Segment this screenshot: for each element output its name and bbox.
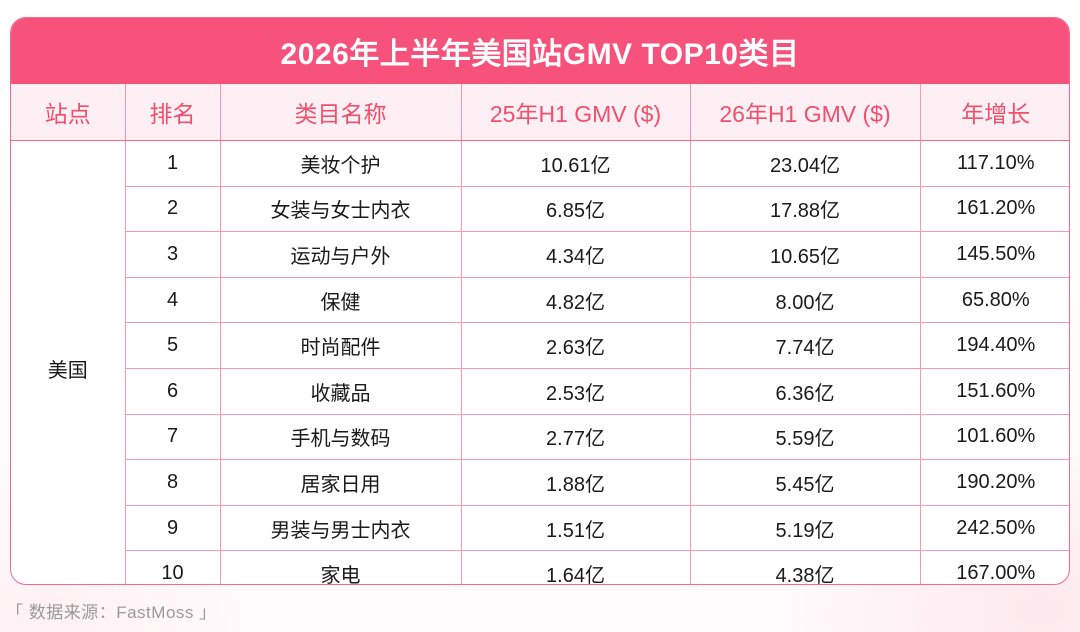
growth-cell: 145.50% <box>920 231 1069 278</box>
gmv-26h1-cell: 7.74亿 <box>690 322 921 369</box>
category-cell: 收藏品 <box>220 368 462 415</box>
table-body: 美国 1 美妆个护 10.61亿 23.04亿 117.10% 2 女装与女士内衣 6.85亿 1… <box>11 140 1069 585</box>
growth-cell: 194.40% <box>920 322 1069 369</box>
category-cell: 保健 <box>220 277 462 324</box>
rank-cell: 7 <box>125 414 221 461</box>
column-header-growth: 年增长 <box>920 84 1069 141</box>
table-row: 9 男装与男士内衣 1.51亿 5.19亿 242.50% <box>11 505 1069 552</box>
table-card: 2026年上半年美国站GMV TOP10类目 站点 排名 类目名称 25年H1 … <box>10 17 1070 585</box>
column-header-site: 站点 <box>11 84 126 141</box>
gmv-26h1-cell: 8.00亿 <box>690 277 921 324</box>
rank-cell: 8 <box>125 459 221 506</box>
gmv-25h1-cell: 2.77亿 <box>461 414 691 461</box>
rank-cell: 6 <box>125 368 221 415</box>
rank-cell: 1 <box>125 140 221 187</box>
growth-cell: 190.20% <box>920 459 1069 506</box>
category-cell: 男装与男士内衣 <box>220 505 462 552</box>
gmv-25h1-cell: 4.82亿 <box>461 277 691 324</box>
gmv-25h1-cell: 2.63亿 <box>461 322 691 369</box>
table-row: 4 保健 4.82亿 8.00亿 65.80% <box>11 277 1069 324</box>
gmv-26h1-cell: 6.36亿 <box>690 368 921 415</box>
gmv-26h1-cell: 5.19亿 <box>690 505 921 552</box>
gmv-table: 站点 排名 类目名称 25年H1 GMV ($) 26年H1 GMV ($) 年… <box>11 84 1069 585</box>
table-row: 7 手机与数码 2.77亿 5.59亿 101.60% <box>11 414 1069 461</box>
table-row: 2 女装与女士内衣 6.85亿 17.88亿 161.20% <box>11 186 1069 233</box>
rank-cell: 2 <box>125 186 221 233</box>
gmv-25h1-cell: 6.85亿 <box>461 186 691 233</box>
gmv-26h1-cell: 23.04亿 <box>690 140 921 187</box>
table-row: 5 时尚配件 2.63亿 7.74亿 194.40% <box>11 322 1069 369</box>
growth-cell: 161.20% <box>920 186 1069 233</box>
rank-cell: 4 <box>125 277 221 324</box>
table-row: 8 居家日用 1.88亿 5.45亿 190.20% <box>11 459 1069 506</box>
rank-cell: 5 <box>125 322 221 369</box>
category-cell: 家电 <box>220 550 462 584</box>
gmv-25h1-cell: 2.53亿 <box>461 368 691 415</box>
table-row: 6 收藏品 2.53亿 6.36亿 151.60% <box>11 368 1069 415</box>
header-row: 站点 排名 类目名称 25年H1 GMV ($) 26年H1 GMV ($) 年… <box>11 84 1069 141</box>
column-header-gmv-25h1: 25年H1 GMV ($) <box>461 84 691 141</box>
gmv-26h1-cell: 10.65亿 <box>690 231 921 278</box>
gmv-26h1-cell: 17.88亿 <box>690 186 921 233</box>
gmv-26h1-cell: 4.38亿 <box>690 550 921 584</box>
growth-cell: 242.50% <box>920 505 1069 552</box>
column-header-gmv-26h1: 26年H1 GMV ($) <box>690 84 921 141</box>
growth-cell: 117.10% <box>920 140 1069 187</box>
category-cell: 美妆个护 <box>220 140 462 187</box>
gmv-25h1-cell: 1.51亿 <box>461 505 691 552</box>
table-title: 2026年上半年美国站GMV TOP10类目 <box>11 18 1069 84</box>
category-cell: 运动与户外 <box>220 231 462 278</box>
gmv-26h1-cell: 5.45亿 <box>690 459 921 506</box>
table-row: 3 运动与户外 4.34亿 10.65亿 145.50% <box>11 231 1069 278</box>
category-cell: 居家日用 <box>220 459 462 506</box>
gmv-25h1-cell: 10.61亿 <box>461 140 691 187</box>
rank-cell: 9 <box>125 505 221 552</box>
growth-cell: 101.60% <box>920 414 1069 461</box>
growth-cell: 65.80% <box>920 277 1069 324</box>
table-row: 美国 1 美妆个护 10.61亿 23.04亿 117.10% <box>11 140 1069 584</box>
growth-cell: 167.00% <box>956 562 1036 585</box>
column-header-category: 类目名称 <box>220 84 462 141</box>
table-row: 10 家电 1.64亿 4.38亿 167.00% <box>11 550 1069 585</box>
column-header-rank: 排名 <box>125 84 221 141</box>
gmv-25h1-cell: 1.88亿 <box>461 459 691 506</box>
gmv-25h1-cell: 1.64亿 <box>461 550 691 584</box>
category-cell: 女装与女士内衣 <box>220 186 462 233</box>
site-cell: 美国 <box>11 140 126 584</box>
data-source-note: 「 数据来源：FastMoss 」 <box>6 603 217 622</box>
category-cell: 时尚配件 <box>220 322 462 369</box>
rank-cell: 10 <box>125 550 221 584</box>
growth-cell: 151.60% <box>920 368 1069 415</box>
category-cell: 手机与数码 <box>220 414 462 461</box>
rank-cell: 3 <box>125 231 221 278</box>
gmv-25h1-cell: 4.34亿 <box>461 231 691 278</box>
gmv-26h1-cell: 5.59亿 <box>690 414 921 461</box>
